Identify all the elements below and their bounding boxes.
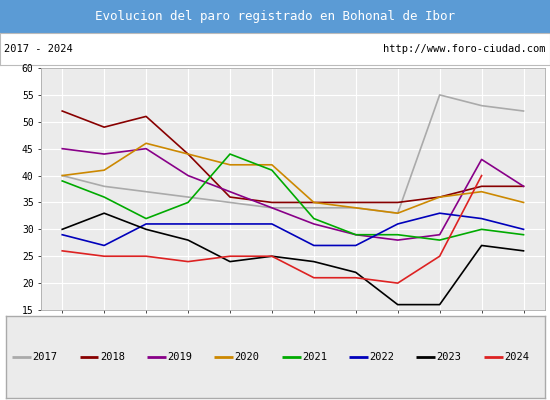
Text: 2021: 2021 bbox=[302, 352, 327, 362]
Text: 2022: 2022 bbox=[370, 352, 394, 362]
Text: 2018: 2018 bbox=[100, 352, 125, 362]
Text: 2017: 2017 bbox=[32, 352, 57, 362]
Text: 2023: 2023 bbox=[437, 352, 461, 362]
Text: Evolucion del paro registrado en Bohonal de Ibor: Evolucion del paro registrado en Bohonal… bbox=[95, 10, 455, 23]
Text: 2017 - 2024: 2017 - 2024 bbox=[4, 44, 73, 54]
Text: 2019: 2019 bbox=[167, 352, 192, 362]
Text: 2024: 2024 bbox=[504, 352, 529, 362]
Text: 2020: 2020 bbox=[234, 352, 260, 362]
Text: http://www.foro-ciudad.com: http://www.foro-ciudad.com bbox=[383, 44, 546, 54]
